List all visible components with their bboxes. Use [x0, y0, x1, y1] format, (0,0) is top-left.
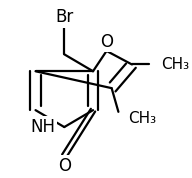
Text: Br: Br [55, 8, 73, 26]
Text: O: O [100, 33, 113, 51]
Text: O: O [58, 157, 71, 175]
Text: CH₃: CH₃ [161, 57, 189, 72]
Text: CH₃: CH₃ [129, 111, 157, 126]
Text: NH: NH [31, 118, 56, 136]
